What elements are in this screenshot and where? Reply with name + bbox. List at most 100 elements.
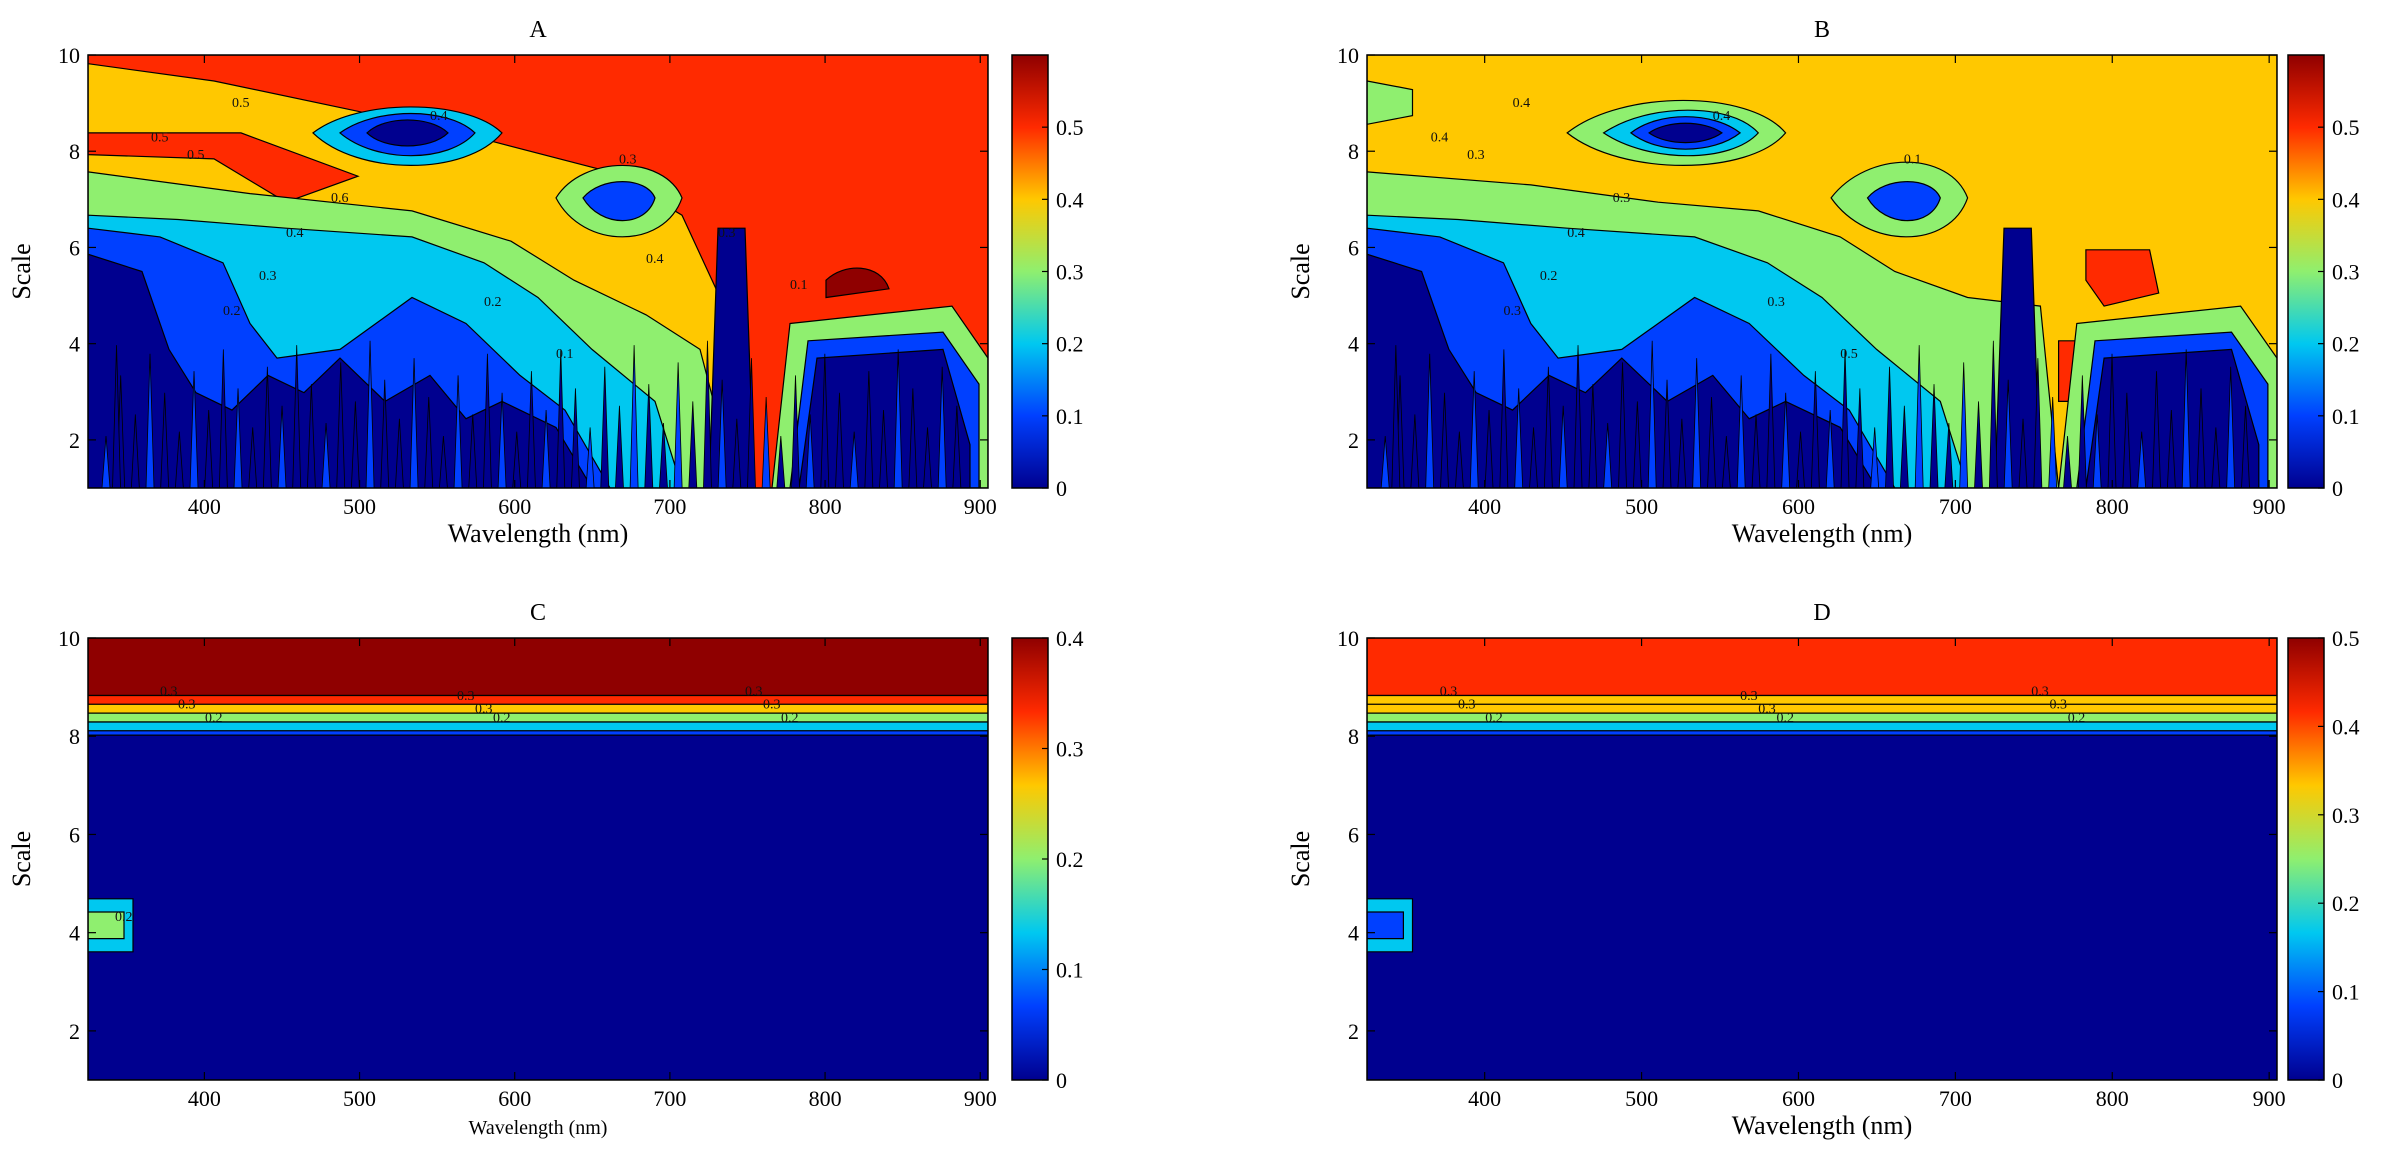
contour-region xyxy=(673,362,683,488)
contour-region xyxy=(703,340,712,488)
contour-label: 0.3 xyxy=(619,152,637,167)
colorbar-tick-label: 0.5 xyxy=(2332,626,2360,651)
contour-region xyxy=(864,371,874,488)
contour-region xyxy=(189,371,199,488)
y-tick-label: 4 xyxy=(69,332,80,357)
contour-region xyxy=(893,349,903,488)
contour-label: 0.4 xyxy=(1431,131,1449,146)
plot-frame xyxy=(1366,54,2278,489)
contour-region xyxy=(88,730,988,736)
contour-region xyxy=(952,405,962,488)
y-axis-label: Scale xyxy=(1286,831,1315,887)
contour-region xyxy=(130,414,140,488)
contour-region xyxy=(160,392,170,488)
contour-region xyxy=(541,410,551,488)
y-tick-label: 8 xyxy=(1348,724,1359,749)
contour-region xyxy=(791,375,800,488)
contour-label: 0.3 xyxy=(1458,698,1476,713)
contour-region xyxy=(1558,405,1568,488)
contour-label: 0.3 xyxy=(160,684,178,699)
colorbar-tick-label: 0.1 xyxy=(1056,404,1084,429)
x-tick-label: 600 xyxy=(498,494,531,519)
contour-label: 0.3 xyxy=(718,226,736,241)
contour-region xyxy=(1543,366,1553,488)
y-tick-label: 4 xyxy=(69,921,80,946)
contour-region xyxy=(88,703,988,714)
x-axis-label: Wavelength (nm) xyxy=(1732,1111,1913,1140)
contour-region xyxy=(1736,375,1746,488)
colorbar-tick-label: 0.3 xyxy=(1056,260,1084,285)
contour-region xyxy=(468,414,478,488)
contour-region xyxy=(1899,405,1909,488)
contour-region xyxy=(879,410,888,488)
chart-title: A xyxy=(529,17,547,43)
x-tick-label: 900 xyxy=(964,494,997,519)
contour-region xyxy=(585,427,595,488)
contour-label: 0.3 xyxy=(745,684,763,699)
contour-region xyxy=(1410,414,1420,488)
contour-label: 0.5 xyxy=(187,148,205,163)
contour-region xyxy=(248,427,258,488)
contour-label: 0.2 xyxy=(1540,269,1558,284)
plot-frame xyxy=(87,637,989,1081)
contour-region xyxy=(1514,388,1524,488)
contour-label: 0.3 xyxy=(1504,304,1522,319)
contour-region xyxy=(1367,721,2277,732)
contour-region xyxy=(1662,379,1672,488)
contour-region xyxy=(1647,340,1657,488)
contour-region xyxy=(233,388,243,488)
x-tick-label: 500 xyxy=(1625,494,1658,519)
contour-region xyxy=(1751,414,1761,488)
contour-region xyxy=(497,392,507,488)
contour-region xyxy=(88,721,988,732)
contour-region xyxy=(336,362,346,488)
contour-region xyxy=(2122,392,2132,488)
y-tick-label: 10 xyxy=(58,43,80,68)
contour-region xyxy=(1766,353,1776,488)
contour-region xyxy=(306,384,316,488)
contour-region xyxy=(1929,384,1939,488)
contour-region xyxy=(1367,730,2277,736)
y-tick-label: 4 xyxy=(1348,921,1359,946)
contour-region xyxy=(2092,414,2102,488)
contour-region xyxy=(1588,384,1598,488)
contour-region xyxy=(292,345,302,488)
x-tick-label: 500 xyxy=(343,494,376,519)
y-tick-label: 10 xyxy=(58,626,80,651)
contour-label: 0.4 xyxy=(430,109,448,124)
contour-plot-area xyxy=(1367,638,2277,1080)
chart-title: D xyxy=(1813,600,1830,626)
contour-region xyxy=(2226,366,2236,488)
colorbar-tick-label: 0.1 xyxy=(1056,958,1084,983)
contour-region xyxy=(937,366,947,488)
contour-region xyxy=(1484,410,1494,488)
x-tick-label: 900 xyxy=(964,1086,997,1111)
contour-region xyxy=(1367,638,2277,697)
y-tick-label: 2 xyxy=(69,1019,80,1044)
x-tick-label: 800 xyxy=(2096,494,2129,519)
contour-region xyxy=(1707,397,1716,488)
contour-region xyxy=(1573,345,1583,488)
contour-region xyxy=(277,405,287,488)
colorbar-tick-label: 0.5 xyxy=(1056,115,1084,140)
contour-region xyxy=(776,436,786,488)
contour-region xyxy=(218,349,228,488)
contour-region xyxy=(88,638,988,697)
contour-region xyxy=(688,401,698,488)
contour-region xyxy=(1959,362,1969,488)
contour-label: 0.3 xyxy=(1467,148,1485,163)
contour-region xyxy=(1454,431,1464,488)
colorbar xyxy=(2287,637,2325,1081)
contour-region xyxy=(1380,436,1390,488)
x-tick-label: 400 xyxy=(1468,494,1501,519)
colorbar-tick-label: 0.2 xyxy=(1056,332,1084,357)
contour-region xyxy=(2181,349,2191,488)
contour-region xyxy=(1632,401,1642,488)
contour-region xyxy=(112,345,121,488)
contour-region xyxy=(409,358,419,488)
colorbar-tick-label: 0.3 xyxy=(1056,737,1084,762)
contour-region xyxy=(923,427,932,488)
contour-label: 0.2 xyxy=(493,711,511,726)
contour-region xyxy=(644,384,654,488)
x-tick-label: 500 xyxy=(343,1086,376,1111)
